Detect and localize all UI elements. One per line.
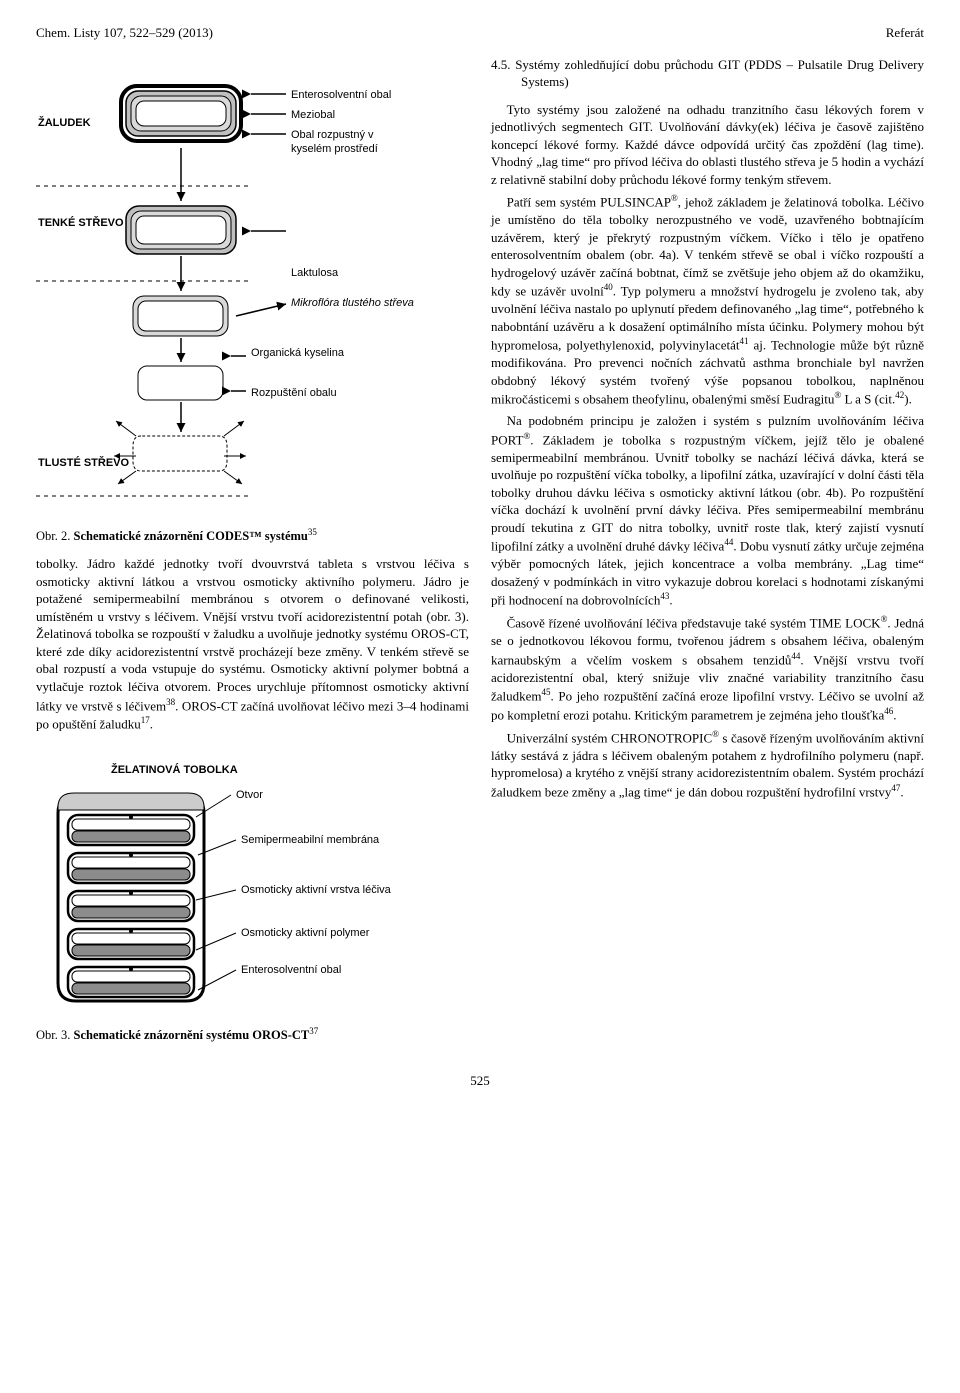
left-column: ŽALUDEK Enterosolventní obal Meziobal Ob… [36,56,469,1055]
label-osm-poly: Osmoticky aktivní polymer [241,927,370,939]
label-mikroflora: Mikroflóra tlustého střeva [291,297,414,309]
p2s1: 40 [604,282,613,292]
p2reg: ® [671,193,678,203]
label-tluste: TLUSTÉ STŘEVO [38,456,130,469]
tablets-stack [68,815,194,997]
p4e: . [893,707,896,722]
p4a: Časově řízené uvolňování léčiva představ… [507,616,881,631]
p3b: . Základem je tobolka s rozpustným víčke… [491,432,924,554]
right-p1: Tyto systémy jsou založené na odhadu tra… [491,101,924,189]
left-para-1: tobolky. Jádro každé jednotky tvoří dvou… [36,555,469,733]
right-p2: Patří sem systém PULSINCAP®, jehož zákla… [491,192,924,408]
label-es-obal-2: Enterosolventní obal [241,964,341,976]
p5c: . [900,784,903,799]
two-column-layout: ŽALUDEK Enterosolventní obal Meziobal Ob… [36,56,924,1055]
label-zel-tobolka: ŽELATINOVÁ TOBOLKA [111,763,238,776]
p4d: . Po jeho rozpuštění začíná eroze lipofi… [491,688,924,722]
label-semi: Semipermeabilní membrána [241,834,380,846]
capsule-1 [121,86,241,141]
header-left: Chem. Listy 107, 522–529 (2013) [36,24,213,42]
capsule-5-burst [114,421,246,484]
fig2-caption-pre: Obr. 3. [36,1029,74,1043]
p2s3: 42 [895,390,904,400]
left-p1-c: . [150,717,153,732]
fig2-caption-bold: Schematické znázornění systému OROS-CT [74,1029,310,1043]
label-zaludek: ŽALUDEK [38,116,91,129]
figure-1-caption: Obr. 2. Schematické znázornění CODES™ sy… [36,526,469,545]
p3s2: 43 [660,591,669,601]
label-laktulosa: Laktulosa [291,267,339,279]
label-osm-vrstva: Osmoticky aktivní vrstva léčiva [241,884,392,896]
p3s1: 44 [724,537,733,547]
label-es-obal: Enterosolventní obal [291,89,391,101]
label-otvor: Otvor [236,789,263,801]
figure-1-svg: ŽALUDEK Enterosolventní obal Meziobal Ob… [36,56,456,516]
right-p4: Časově řízené uvolňování léčiva představ… [491,613,924,724]
page-number: 525 [36,1072,924,1090]
section-heading: 4.5. Systémy zohledňující dobu průchodu … [491,56,924,91]
figure-2-svg: ŽELATINOVÁ TOBOLKA [36,755,456,1015]
right-p5: Univerzální systém CHRONOTROPIC® s časov… [491,728,924,801]
fig1-caption-sup: 35 [308,527,317,537]
figure-codes-system: ŽALUDEK Enterosolventní obal Meziobal Ob… [36,56,469,546]
label-obal-kys-2: kyselém prostředí [291,143,378,155]
p5s1: 47 [891,783,900,793]
left-p1-a: tobolky. Jádro každé jednotky tvoří dvou… [36,556,469,713]
page-header: Chem. Listy 107, 522–529 (2013) Referát [36,24,924,42]
section-title: Systémy zohledňující dobu průchodu GIT (… [515,57,924,90]
p4s2: 45 [542,687,551,697]
figure-2-caption: Obr. 3. Schematické znázornění systému O… [36,1025,469,1044]
fig1-caption-bold: Schematické znázornění CODES™ systému [74,529,308,543]
right-p3: Na podobném principu je založen i systém… [491,412,924,609]
p5reg: ® [712,729,719,739]
header-right: Referát [886,24,924,42]
p4s3: 46 [884,706,893,716]
left-p1-s1: 38 [166,697,175,707]
p2a: Patří sem systém PULSINCAP [507,195,671,210]
right-column: 4.5. Systémy zohledňující dobu průchodu … [491,56,924,1055]
capsule-2 [126,206,236,254]
figure-oros-ct: ŽELATINOVÁ TOBOLKA [36,755,469,1045]
section-number: 4.5. [491,57,511,72]
p5a: Univerzální systém CHRONOTROPIC [507,730,713,745]
p2e: L a S (cit. [841,392,895,407]
capsule-4 [138,366,223,400]
left-p1-s2: 17 [141,715,150,725]
capsule-3 [133,296,228,336]
label-rozp-obalu: Rozpuštění obalu [251,387,337,399]
label-tenke: TENKÉ STŘEVO [38,216,124,229]
fig2-caption-sup: 37 [309,1026,318,1036]
label-org-kys: Organická kyselina [251,347,345,359]
p3d: . [669,593,672,608]
p2f: ). [904,392,912,407]
label-meziobal: Meziobal [291,109,335,121]
label-obal-kys-1: Obal rozpustný v [291,129,374,141]
fig1-caption-pre: Obr. 2. [36,529,74,543]
